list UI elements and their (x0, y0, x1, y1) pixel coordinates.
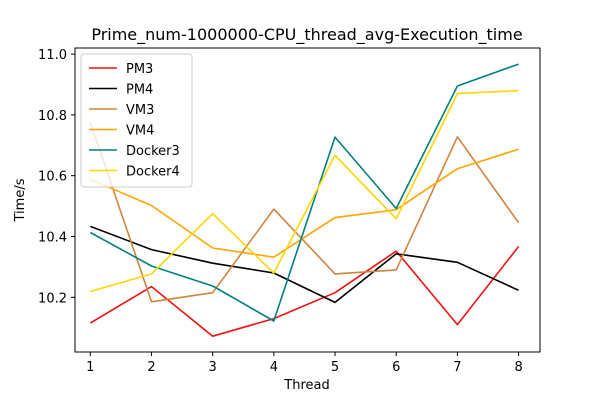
series-line-docker3 (89, 63, 519, 322)
legend-box (80, 53, 193, 188)
plot-frame (74, 47, 541, 353)
y-tick-label: 10.2 (38, 291, 67, 306)
x-tick-label: 6 (392, 360, 400, 375)
y-axis-label: Time/s (13, 178, 28, 222)
y-tick-label: 11.0 (38, 48, 67, 63)
y-axis: 10.2 10.4 10.6 10.8 11.0 (38, 48, 75, 306)
legend-label-docker4: Docker4 (126, 165, 180, 180)
x-axis: 1 2 3 4 5 6 7 8 (86, 352, 523, 375)
x-tick-label: 8 (514, 360, 522, 375)
y-tick-label: 10.4 (38, 230, 67, 245)
x-tick-label: 7 (453, 360, 461, 375)
y-tick-label: 10.6 (38, 170, 67, 185)
chart-title: Prime_num-1000000-CPU_thread_avg-Executi… (91, 25, 522, 45)
legend-label-vm4: VM4 (126, 124, 154, 139)
series-line-vm4 (89, 148, 519, 259)
x-axis-label: Thread (283, 378, 329, 393)
x-tick-label: 5 (331, 360, 339, 375)
plot-area (89, 63, 520, 338)
legend-label-pm4: PM4 (126, 83, 153, 98)
x-tick-label: 4 (270, 360, 278, 375)
series-line-vm3 (89, 122, 520, 303)
series-line-pm4 (90, 225, 519, 304)
legend-label-pm3: PM3 (126, 62, 153, 77)
legend-label-vm3: VM3 (126, 103, 154, 118)
series-line-docker4 (90, 89, 519, 293)
y-tick-label: 10.8 (38, 109, 67, 124)
legend-label-docker3: Docker3 (126, 144, 180, 159)
legend: PM3 PM4 VM3 VM4 Docker3 Docker4 (80, 53, 193, 188)
x-tick-label: 2 (147, 360, 155, 375)
x-tick-label: 1 (86, 360, 94, 375)
x-tick-label: 3 (209, 360, 217, 375)
series-line-pm3 (89, 246, 520, 338)
